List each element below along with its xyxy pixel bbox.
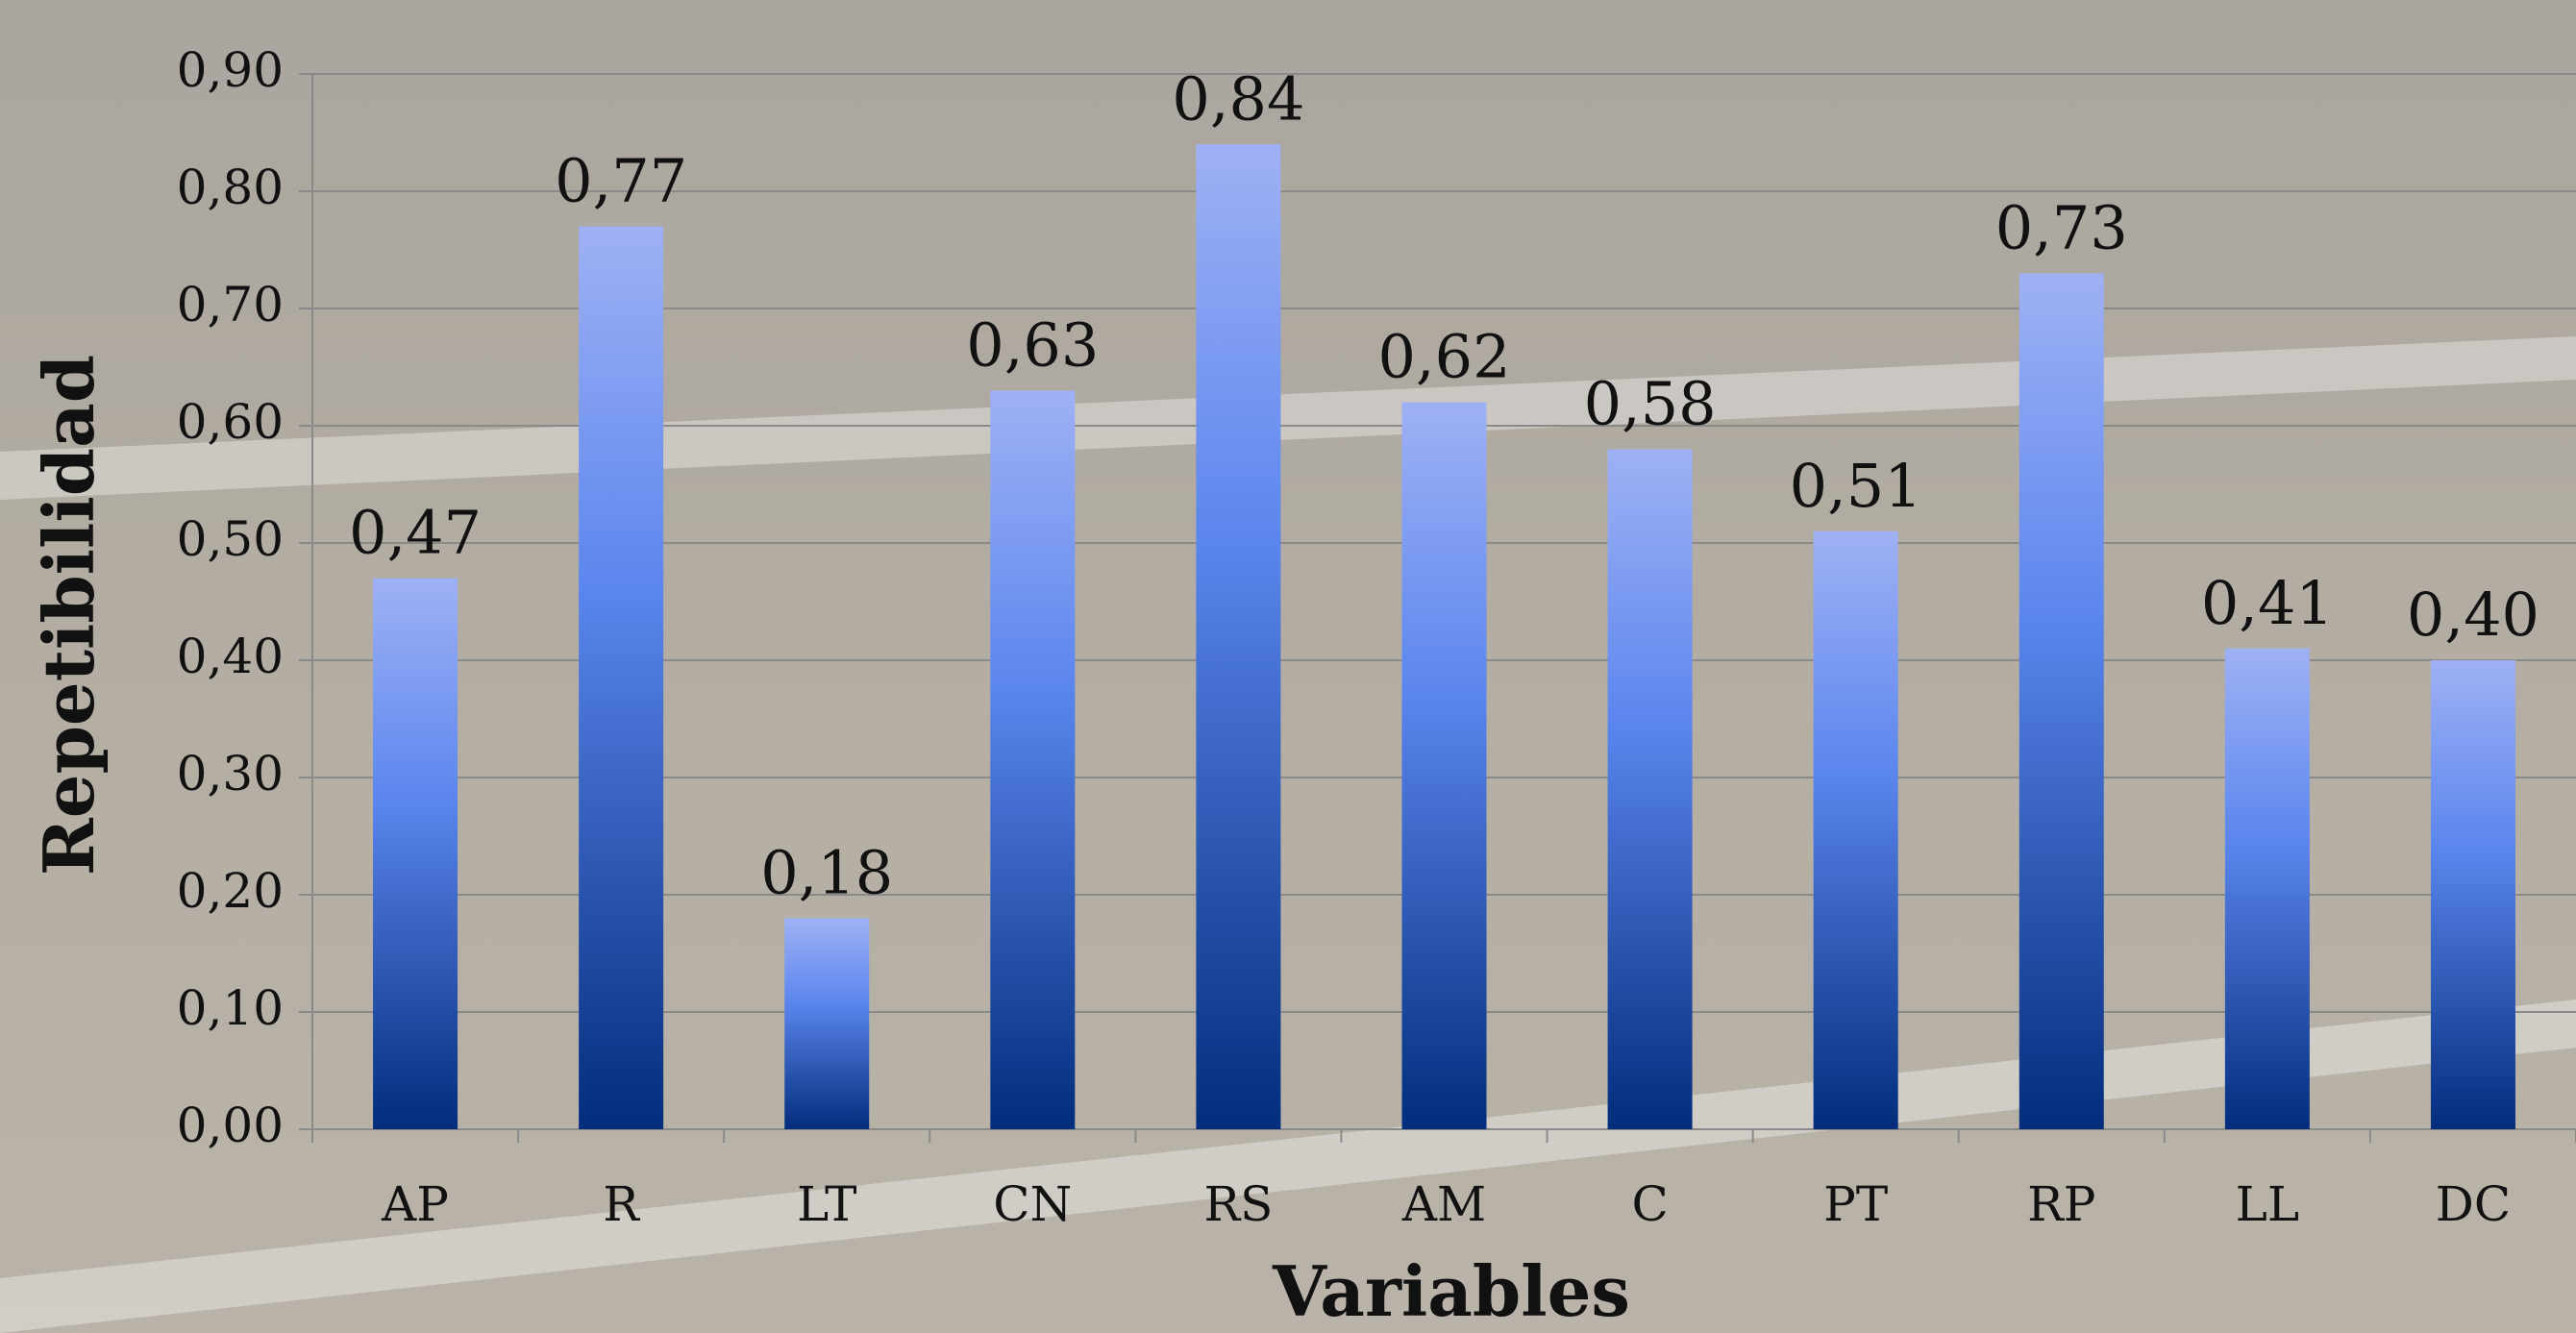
x-tick-label: C [1631, 1176, 1668, 1232]
value-label: 0,58 [1584, 369, 1717, 439]
y-tick-label: 0,80 [177, 160, 284, 215]
x-tick-label: LT [797, 1176, 856, 1232]
value-label: 0,51 [1790, 451, 1922, 521]
x-tick-label: RS [1203, 1176, 1273, 1232]
x-axis-title: Variables [1272, 1250, 1630, 1332]
bar [2431, 660, 2515, 1129]
y-tick-label: 0,90 [177, 42, 284, 98]
bar [1402, 403, 1487, 1129]
y-tick-label: 0,20 [177, 863, 284, 919]
y-tick-label: 0,50 [177, 511, 284, 567]
bar [1196, 144, 1280, 1129]
x-tick-label: RP [2027, 1176, 2095, 1232]
bar [373, 579, 458, 1129]
x-tick-label: CN [993, 1176, 1072, 1232]
x-tick-label: PT [1823, 1176, 1888, 1232]
value-label: 0,18 [760, 838, 893, 908]
value-label: 0,47 [349, 498, 482, 568]
y-axis-title: Repetibilidad [28, 355, 110, 876]
y-tick-label: 0,10 [177, 980, 284, 1036]
chart: Variables Repetibilidad 0,00 0,10 0,20 0,30… [0, 0, 2576, 1333]
y-tick-label: 0,70 [177, 277, 284, 333]
value-label: 0,77 [555, 146, 687, 216]
y-tick-label: 0,40 [177, 629, 284, 684]
value-label: 0,62 [1377, 322, 1510, 392]
x-tick-label: LL [2236, 1176, 2299, 1232]
page: Variables Repetibilidad 0,00 0,10 0,20 0,30… [0, 0, 2576, 1333]
y-tick-label: 0,00 [177, 1098, 284, 1153]
bar [2225, 649, 2310, 1129]
x-tick-label: AP [381, 1176, 449, 1232]
bar [579, 227, 663, 1129]
x-tick-label: DC [2436, 1176, 2511, 1232]
x-tick-label: R [603, 1176, 640, 1232]
value-label: 0,41 [2201, 568, 2334, 638]
value-label: 0,63 [966, 310, 1099, 381]
y-tick-label: 0,30 [177, 746, 284, 802]
bar [990, 390, 1075, 1129]
value-label: 0,40 [2407, 580, 2539, 650]
bar [784, 918, 869, 1129]
value-label: 0,84 [1172, 63, 1304, 134]
bar [1608, 449, 1693, 1129]
bar [1814, 531, 1898, 1129]
bar [2019, 273, 2104, 1129]
x-tick-label: AM [1401, 1176, 1486, 1232]
y-tick-label: 0,60 [177, 394, 284, 450]
value-label: 0,73 [1995, 193, 2128, 263]
